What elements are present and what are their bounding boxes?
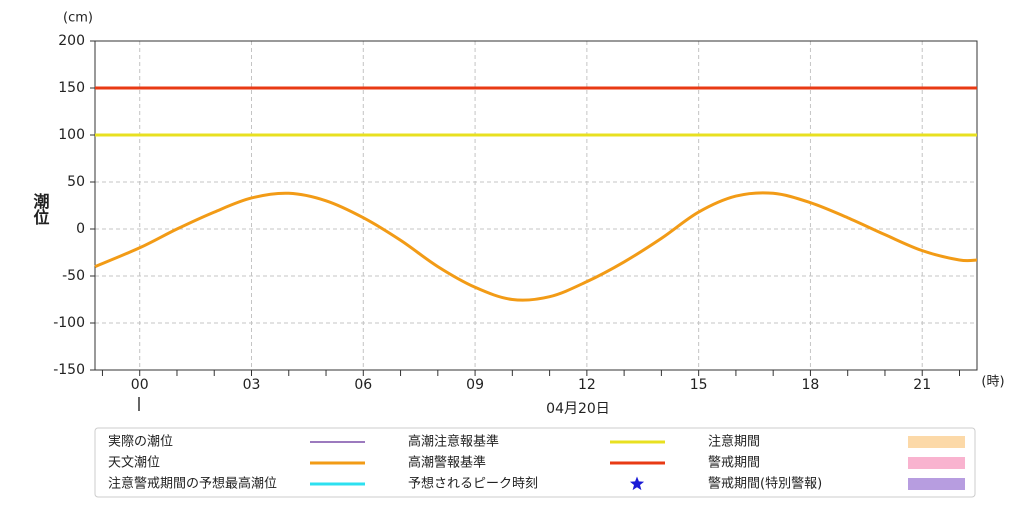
x-tick-label: 15 — [690, 377, 708, 393]
x-tick-label: 00 — [131, 377, 149, 393]
legend-swatch — [908, 478, 965, 490]
legend-label: 注意期間 — [708, 434, 760, 450]
date-label: 04月20日 — [546, 401, 610, 417]
y-unit: (cm) — [63, 11, 93, 26]
legend-label: 注意警戒期間の予想最高潮位 — [108, 476, 277, 492]
y-tick-label: 0 — [76, 221, 85, 237]
legend-label: 予想されるピーク時刻 — [408, 476, 538, 492]
y-tick-label: -100 — [53, 315, 85, 331]
y-tick-label: 200 — [58, 33, 85, 49]
y-tick-label: -50 — [62, 268, 85, 284]
x-tick-label: 12 — [578, 377, 596, 393]
y-tick-label: 150 — [58, 80, 85, 96]
legend-label: 高潮警報基準 — [408, 455, 486, 471]
legend-label: 高潮注意報基準 — [408, 434, 499, 450]
y-tick-label: 100 — [58, 127, 85, 143]
tide-line — [94, 191, 978, 302]
legend-swatch — [908, 436, 965, 448]
legend-label: 実際の潮位 — [108, 434, 173, 450]
x-tick-label: 06 — [354, 377, 372, 393]
x-tick-label: 09 — [466, 377, 484, 393]
y-label: 潮位 — [31, 192, 50, 226]
x-tick-label: 21 — [913, 377, 931, 393]
x-unit: (時) — [981, 375, 1004, 390]
legend-box — [94, 427, 976, 498]
legend-swatch — [629, 476, 645, 491]
plot-frame — [94, 40, 978, 371]
legend-label: 警戒期間(特別警報) — [708, 476, 822, 492]
y-tick-label: 50 — [67, 174, 85, 190]
legend-swatch — [908, 457, 965, 469]
x-tick-label: 18 — [802, 377, 820, 393]
legend-label: 警戒期間 — [708, 455, 760, 471]
legend-label: 天文潮位 — [108, 456, 160, 471]
x-tick-label: 03 — [243, 377, 261, 393]
y-tick-label: -150 — [53, 362, 85, 378]
